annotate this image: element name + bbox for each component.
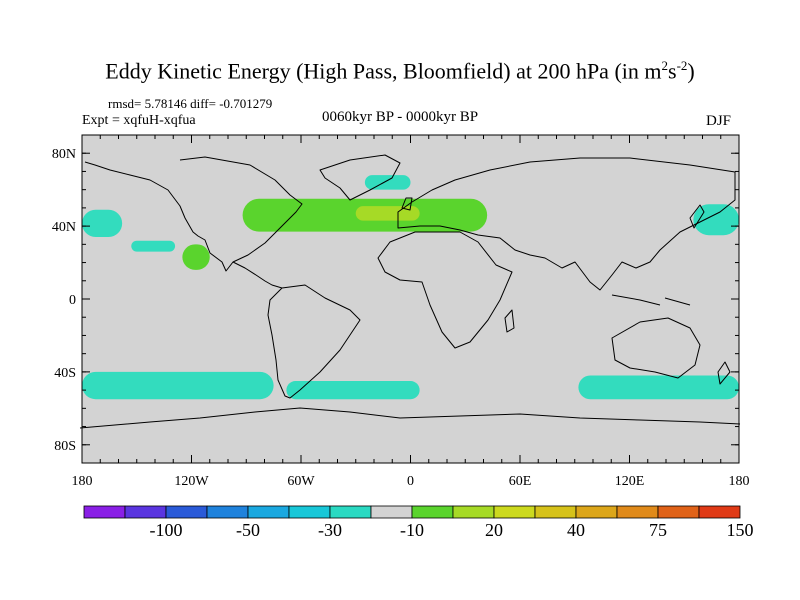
lat-label: 40S [54, 366, 76, 381]
colorbar-swatch [698, 505, 741, 519]
map-axes: 80N 40N 0 40S 80S 180 120W 60W 0 60E 120E 180 [52, 134, 750, 489]
colorbar-label: -10 [400, 520, 424, 540]
colorbar-swatch [329, 505, 372, 519]
colorbar-swatch [165, 505, 208, 519]
colorbar: -100 -50 -30 -10 20 40 75 150 [83, 505, 754, 540]
lon-label: 60E [509, 474, 532, 489]
coast-eurasia [397, 157, 736, 291]
lat-label: 80S [54, 439, 76, 454]
lon-label: 0 [407, 474, 414, 489]
anomaly-regions [82, 175, 739, 400]
coast-new-zealand [717, 361, 731, 385]
rmsd-value: 5.78146 [144, 96, 187, 111]
map-background [82, 135, 739, 463]
region-pacific-small-cyan [131, 240, 176, 252]
season-label: DJF [706, 113, 732, 129]
coast-madagascar [504, 309, 515, 333]
coast-africa [377, 231, 513, 349]
colorbar-label: -30 [318, 520, 342, 540]
chart-title: Eddy Kinetic Energy (High Pass, Bloomfie… [105, 58, 695, 84]
diff-value: -0.701279 [219, 96, 273, 111]
colorbar-swatch [288, 505, 331, 519]
region-baja-green [182, 244, 210, 270]
colorbar-swatch [575, 505, 618, 519]
stats-line: rmsd= 5.78146 diff= -0.701279 [108, 96, 272, 112]
colorbar-swatch [657, 505, 700, 519]
colorbar-label: -100 [150, 520, 183, 540]
colorbar-swatch [370, 505, 413, 519]
colorbar-label: 75 [649, 520, 667, 540]
lat-label: 0 [69, 293, 76, 308]
coast-south-america [267, 284, 361, 399]
lat-label: 40N [52, 220, 76, 235]
experiment-label: Expt = xqfuH-xqfua [82, 113, 196, 128]
lon-label: 120E [615, 474, 645, 489]
region-southern-ocean-atlantic [286, 381, 420, 400]
colorbar-swatch [124, 505, 167, 519]
region-southern-ocean-indian [578, 375, 739, 400]
colorbar-label: -50 [236, 520, 260, 540]
period-label: 0060kyr BP - 0000kyr BP [322, 109, 479, 125]
region-greenland-sea [364, 175, 411, 190]
rmsd-label: rmsd= [108, 96, 142, 111]
lon-label: 60W [287, 474, 315, 489]
coast-uk [401, 197, 413, 211]
colorbar-label: 150 [727, 520, 754, 540]
lat-label: 80N [52, 147, 76, 162]
coast-antarctica [79, 407, 741, 429]
lon-label: 120W [174, 474, 209, 489]
colorbar-swatch [411, 505, 454, 519]
region-europe-core [355, 206, 420, 221]
coast-greenland [319, 154, 401, 201]
coast-australia [611, 317, 701, 379]
colorbar-swatch [493, 505, 536, 519]
coast-japan [689, 204, 705, 229]
colorbar-swatch [534, 505, 577, 519]
colorbar-swatch [616, 505, 659, 519]
coast-north-america [84, 156, 303, 272]
coast-central-america [232, 261, 283, 289]
coastlines [79, 154, 741, 429]
colorbar-swatch [452, 505, 495, 519]
region-southern-ocean-pacific [82, 371, 274, 400]
colorbar-label: 20 [485, 520, 503, 540]
region-north-pacific-west [693, 204, 739, 236]
colorbar-swatch [247, 505, 290, 519]
colorbar-swatch [206, 505, 249, 519]
colorbar-swatch [83, 505, 126, 519]
colorbar-label: 40 [567, 520, 585, 540]
lon-label: 180 [729, 474, 750, 489]
coast-indonesia [611, 294, 691, 306]
diff-label: diff= [190, 96, 216, 111]
lon-label: 180 [72, 474, 93, 489]
region-north-pacific-east [82, 209, 123, 238]
